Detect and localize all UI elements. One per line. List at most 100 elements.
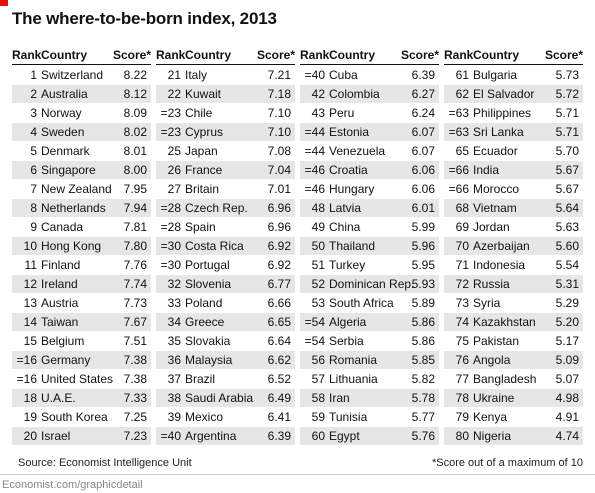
score-cell: 5.70	[555, 144, 579, 158]
score-cell: 5.86	[411, 334, 435, 348]
table-row: 61 Bulgaria 5.73	[444, 66, 583, 84]
score-cell: 7.81	[123, 220, 147, 234]
rank-cell: =30	[160, 258, 181, 272]
rank-cell: 34	[167, 315, 181, 329]
score-cell: 4.98	[555, 391, 579, 405]
rank-cell: =46	[304, 182, 325, 196]
rank-cell: 11	[24, 258, 37, 272]
rank-cell: =54	[304, 334, 325, 348]
table-row: 10 Hong Kong 7.80	[12, 237, 151, 255]
country-cell: Croatia	[329, 163, 368, 177]
country-header: Country	[41, 48, 87, 62]
rank-cell: =66	[448, 163, 469, 177]
score-cell: 6.65	[267, 315, 291, 329]
score-cell: 8.09	[123, 106, 147, 120]
score-cell: 7.95	[123, 182, 147, 196]
score-cell: 6.62	[267, 353, 291, 367]
table-row: =40 Cuba 6.39	[300, 66, 439, 84]
table-row: =30 Costa Rica 6.92	[156, 237, 295, 255]
score-header: Score*	[256, 48, 295, 62]
table-row: 34 Greece 6.65	[156, 313, 295, 331]
rank-cell: 35	[167, 334, 181, 348]
ranking-table-1: Rank Country Score* 1 Switzerland 8.22 2 Austra…	[12, 47, 151, 445]
table-row: 3 Norway 8.09	[12, 104, 151, 122]
score-cell: 5.72	[555, 87, 579, 101]
country-cell: Britain	[185, 182, 220, 196]
rank-cell: =63	[448, 106, 469, 120]
score-cell: 5.95	[411, 258, 435, 272]
score-cell: 6.39	[267, 429, 291, 443]
country-cell: Denmark	[41, 144, 90, 158]
rank-cell: 13	[23, 296, 37, 310]
country-cell: Czech Rep.	[185, 201, 248, 215]
table-row: 35 Slovakia 6.64	[156, 332, 295, 350]
rank-cell: 52	[311, 277, 325, 291]
country-header: Country	[185, 48, 231, 62]
rank-header: Rank	[156, 48, 186, 62]
score-cell: 5.73	[555, 68, 579, 82]
country-cell: Brazil	[185, 372, 216, 386]
score-cell: 6.01	[411, 201, 435, 215]
country-cell: Nigeria	[473, 429, 512, 443]
table-row: 57 Lithuania 5.82	[300, 370, 439, 388]
rank-cell: 56	[311, 353, 325, 367]
country-cell: Spain	[185, 220, 216, 234]
country-cell: Pakistan	[473, 334, 520, 348]
country-cell: Cyprus	[185, 125, 224, 139]
rank-cell: 76	[455, 353, 469, 367]
score-header: Score*	[544, 48, 583, 62]
table-row: 9 Canada 7.81	[12, 218, 151, 236]
country-header: Country	[473, 48, 519, 62]
country-cell: Ireland	[41, 277, 78, 291]
country-cell: Australia	[41, 87, 88, 101]
table-row: =30 Portugal 6.92	[156, 256, 295, 274]
country-cell: India	[473, 163, 500, 177]
rank-cell: 22	[167, 87, 181, 101]
table-row: 79 Kenya 4.91	[444, 408, 583, 426]
country-cell: Azerbaijan	[473, 239, 530, 253]
rank-cell: 43	[311, 106, 325, 120]
table-row: =16 Germany 7.38	[12, 351, 151, 369]
score-cell: 8.01	[123, 144, 147, 158]
table-row: 37 Brazil 6.52	[156, 370, 295, 388]
score-cell: 7.18	[267, 87, 291, 101]
rank-cell: 20	[23, 429, 37, 443]
country-cell: Algeria	[329, 315, 367, 329]
country-cell: Dominican Rep.	[329, 277, 415, 291]
country-cell: Jordan	[473, 220, 510, 234]
ranking-table-4: Rank Country Score* 61 Bulgaria 5.73 62 El Salv…	[444, 47, 583, 445]
score-cell: 5.09	[555, 353, 579, 367]
country-cell: France	[185, 163, 223, 177]
rank-cell: 33	[167, 296, 181, 310]
rank-cell: =46	[304, 163, 325, 177]
table-row: 59 Tunisia 5.77	[300, 408, 439, 426]
rank-cell: 4	[30, 125, 37, 139]
score-cell: 6.92	[267, 239, 291, 253]
score-cell: 5.67	[555, 182, 579, 196]
rank-cell: 1	[30, 68, 37, 82]
rank-cell: 38	[167, 391, 181, 405]
rank-cell: 58	[311, 391, 325, 405]
country-cell: Singapore	[41, 163, 96, 177]
rank-cell: 78	[455, 391, 469, 405]
score-cell: 5.54	[555, 258, 579, 272]
rank-cell: =66	[448, 182, 469, 196]
page-title: The where-to-be-born index, 2013	[12, 9, 277, 28]
table-row: 72 Russia 5.31	[444, 275, 583, 293]
score-cell: 5.07	[555, 372, 579, 386]
table-row: 70 Azerbaijan 5.60	[444, 237, 583, 255]
rank-cell: 59	[311, 410, 325, 424]
score-cell: 5.85	[411, 353, 435, 367]
country-cell: Lithuania	[329, 372, 378, 386]
rank-cell: 70	[455, 239, 469, 253]
rank-cell: 79	[455, 410, 469, 424]
score-cell: 7.74	[123, 277, 147, 291]
country-cell: Ecuador	[473, 144, 518, 158]
score-cell: 7.76	[123, 258, 147, 272]
country-cell: New Zealand	[41, 182, 112, 196]
score-cell: 7.10	[267, 125, 291, 139]
country-cell: Vietnam	[473, 201, 517, 215]
table-row: 39 Mexico 6.41	[156, 408, 295, 426]
table-header: Rank Country Score*	[300, 47, 439, 65]
rank-cell: 65	[455, 144, 469, 158]
